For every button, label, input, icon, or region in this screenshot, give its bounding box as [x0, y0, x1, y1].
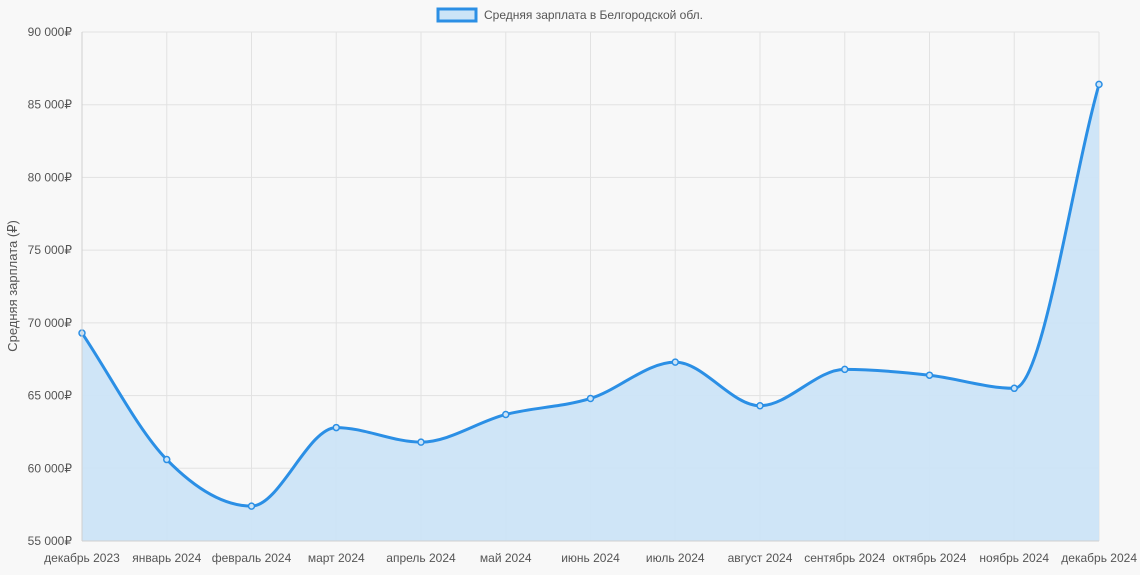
data-point[interactable] — [247, 502, 256, 510]
x-tick-label: ноябрь 2024 — [979, 551, 1049, 565]
x-tick-label: март 2024 — [308, 551, 365, 565]
x-tick-label: июнь 2024 — [561, 551, 620, 565]
y-tick-label: 85 000₽ — [28, 98, 73, 112]
y-tick-label: 65 000₽ — [28, 389, 73, 403]
x-tick-label: сентябрь 2024 — [804, 551, 885, 565]
y-tick-label: 80 000₽ — [28, 170, 73, 184]
legend-label[interactable]: Средняя зарплата в Белгородской обл. — [484, 8, 703, 22]
data-point[interactable] — [332, 423, 340, 432]
x-tick-label: июль 2024 — [646, 551, 705, 565]
x-tick-label: август 2024 — [728, 551, 793, 565]
x-tick-label: октябрь 2024 — [893, 551, 967, 565]
legend[interactable]: Средняя зарплата в Белгородской обл. — [436, 7, 703, 23]
data-point[interactable] — [756, 402, 764, 410]
x-tick-label: апрель 2024 — [386, 551, 456, 565]
y-axis-title: Средняя зарплата (₽) — [5, 220, 20, 352]
data-point[interactable] — [1010, 384, 1018, 393]
data-point[interactable] — [586, 394, 595, 403]
x-axis: декабрь 2023 январь 2024 февраль 2024 март … — [44, 540, 1137, 565]
series-area-fill — [82, 84, 1099, 542]
points-layer — [78, 80, 1103, 510]
data-point[interactable] — [671, 358, 679, 366]
x-tick-label: декабрь 2023 — [44, 551, 120, 565]
data-point[interactable] — [163, 455, 171, 464]
data-point[interactable] — [1095, 80, 1103, 89]
y-tick-label: 90 000₽ — [28, 25, 73, 39]
y-tick-label: 60 000₽ — [28, 461, 73, 475]
data-point[interactable] — [502, 410, 510, 419]
x-tick-label: декабрь 2024 — [1061, 551, 1137, 565]
y-tick-label: 75 000₽ — [28, 243, 73, 257]
y-tick-label: 55 000₽ — [28, 534, 73, 548]
y-tick-label: 70 000₽ — [28, 316, 73, 330]
x-tick-label: февраль 2024 — [212, 551, 292, 565]
data-point[interactable] — [841, 365, 849, 374]
area-layer — [82, 84, 1099, 542]
y-axis: 55 000₽ 60 000₽ 65 000₽ 70 000₽ 75 000₽ 80 00… — [28, 25, 83, 548]
data-point[interactable] — [417, 438, 425, 446]
data-point[interactable] — [925, 371, 934, 379]
x-tick-label: январь 2024 — [132, 551, 201, 565]
x-tick-label: май 2024 — [480, 551, 532, 565]
legend-swatch[interactable] — [436, 7, 478, 23]
